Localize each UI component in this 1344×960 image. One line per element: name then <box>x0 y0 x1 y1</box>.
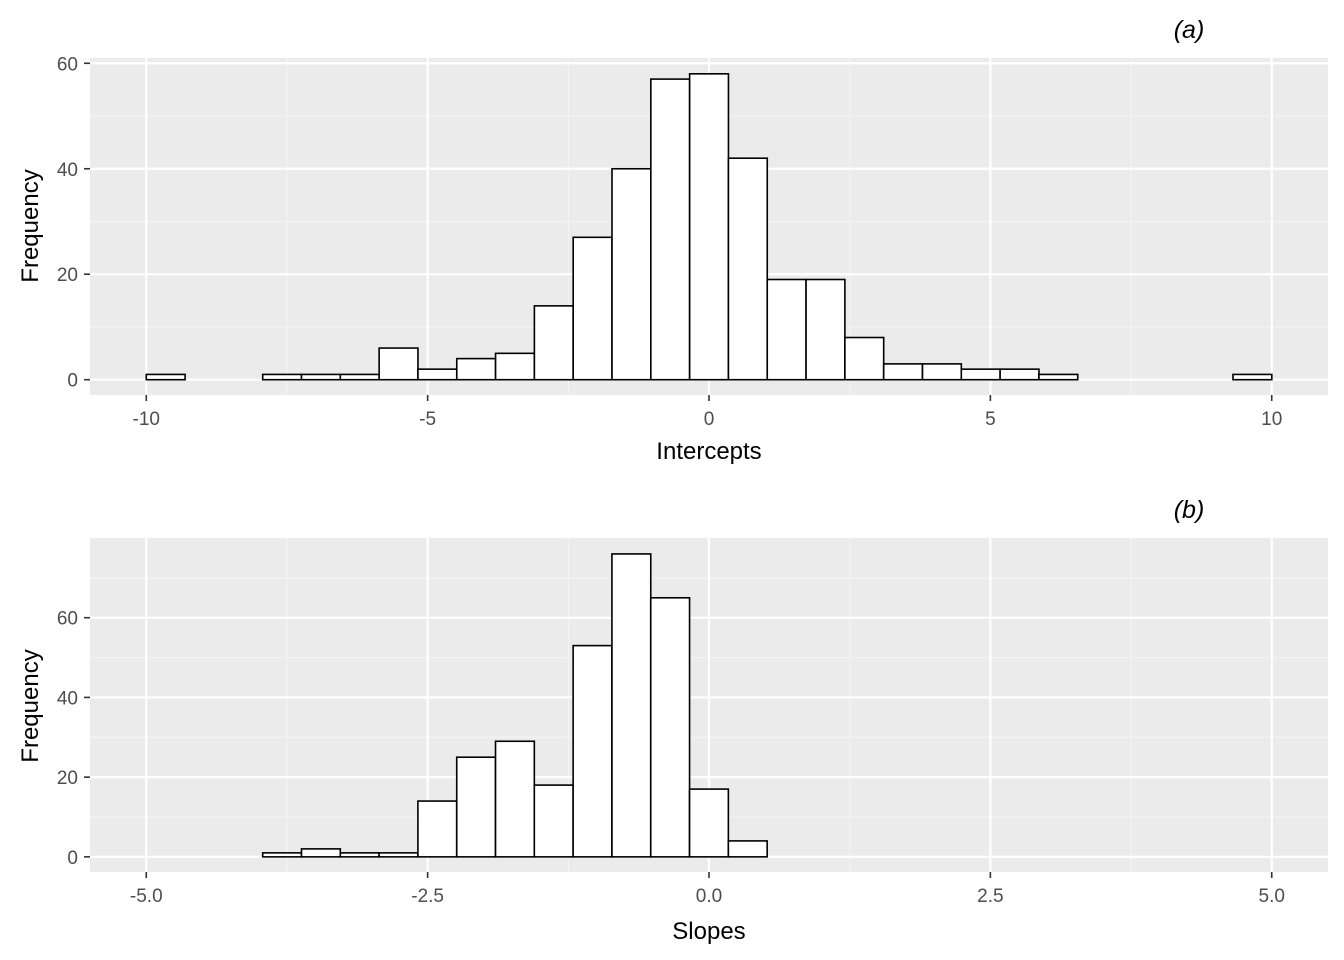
bar-b-8 <box>455 756 497 858</box>
bar-a-5 <box>339 373 380 381</box>
y-axis-a: 0 20 40 60 <box>57 54 90 392</box>
bar-a-19 <box>882 363 924 381</box>
bar-a-12 <box>611 167 652 381</box>
bar-a-14 <box>688 73 730 381</box>
y-tick-label-b-2: 40 <box>57 688 78 709</box>
x-tick-label-a-2: 0 <box>704 409 715 430</box>
y-tick-label-a-0: 0 <box>67 371 78 392</box>
bar-b-4 <box>300 848 342 858</box>
x-tick-label-a-1: -5 <box>419 409 436 430</box>
bar-b-9 <box>494 740 536 858</box>
bar-a-9 <box>494 352 536 381</box>
bar-a-7 <box>417 368 458 381</box>
y-tick-label-b-0: 0 <box>67 848 78 869</box>
x-axis-title-b: Slopes <box>672 918 745 945</box>
histogram-intercepts: (a) 0 20 40 60 -10 -5 0 5 10 Intercepts Frequen… <box>17 16 1328 465</box>
bar-b-5 <box>339 852 380 858</box>
x-tick-label-b-2: 0.0 <box>696 886 722 907</box>
bar-a-13 <box>650 78 691 381</box>
y-tick-label-a-3: 60 <box>57 54 78 75</box>
bars-a <box>145 73 1273 381</box>
panel-tag-a: (a) <box>1174 16 1205 44</box>
bar-b-14 <box>688 788 730 858</box>
y-tick-label-a-2: 40 <box>57 160 78 181</box>
bar-a-22 <box>999 368 1040 381</box>
bar-a-15 <box>727 157 769 381</box>
bar-a-16 <box>766 278 807 381</box>
y-tick-label-a-1: 20 <box>57 265 78 286</box>
bar-b-7 <box>417 800 458 858</box>
y-axis-title-a: Frequency <box>17 169 44 282</box>
bar-b-13 <box>649 596 691 858</box>
bar-b-11 <box>572 644 613 858</box>
y-axis-b: 0 20 40 60 <box>57 609 90 869</box>
bar-a-18 <box>844 336 885 381</box>
bar-a-0 <box>145 373 186 381</box>
panel-tag-b: (b) <box>1174 496 1205 524</box>
bar-a-17 <box>805 278 846 381</box>
y-axis-title-b: Frequency <box>17 649 44 762</box>
x-axis-a: -10 -5 0 5 10 <box>133 395 1282 430</box>
x-tick-label-b-3: 2.5 <box>977 886 1003 907</box>
bar-a-21 <box>960 368 1001 381</box>
x-tick-label-b-0: -5.0 <box>130 886 163 907</box>
bar-a-8 <box>455 357 497 381</box>
x-tick-label-a-3: 5 <box>985 409 996 430</box>
bar-b-12 <box>611 553 652 858</box>
x-tick-label-b-1: -2.5 <box>411 886 444 907</box>
bars-b <box>261 553 768 858</box>
bar-a-23 <box>1038 373 1079 381</box>
bar-b-6 <box>378 852 419 858</box>
bar-a-11 <box>572 236 613 381</box>
bar-a-3 <box>261 373 303 381</box>
x-axis-title-a: Intercepts <box>656 438 761 465</box>
bar-b-10 <box>533 784 574 858</box>
y-tick-label-b-1: 20 <box>57 768 78 789</box>
bar-b-3 <box>261 852 303 858</box>
x-axis-b: -5.0 -2.5 0.0 2.5 5.0 <box>130 872 1285 907</box>
y-tick-label-b-3: 60 <box>57 609 78 630</box>
x-tick-label-a-0: -10 <box>133 409 160 430</box>
bar-a-10 <box>533 305 574 381</box>
bar-a-4 <box>300 373 342 381</box>
x-tick-label-b-4: 5.0 <box>1259 886 1285 907</box>
x-tick-label-a-4: 10 <box>1261 409 1282 430</box>
bar-a-28 <box>1232 373 1273 381</box>
bar-a-6 <box>378 347 419 381</box>
bar-a-20 <box>921 363 963 381</box>
histogram-slopes: (b) 0 20 40 60 -5.0 -2.5 0.0 2.5 5.0 Slopes Fre… <box>17 496 1328 945</box>
bar-b-15 <box>727 840 768 858</box>
